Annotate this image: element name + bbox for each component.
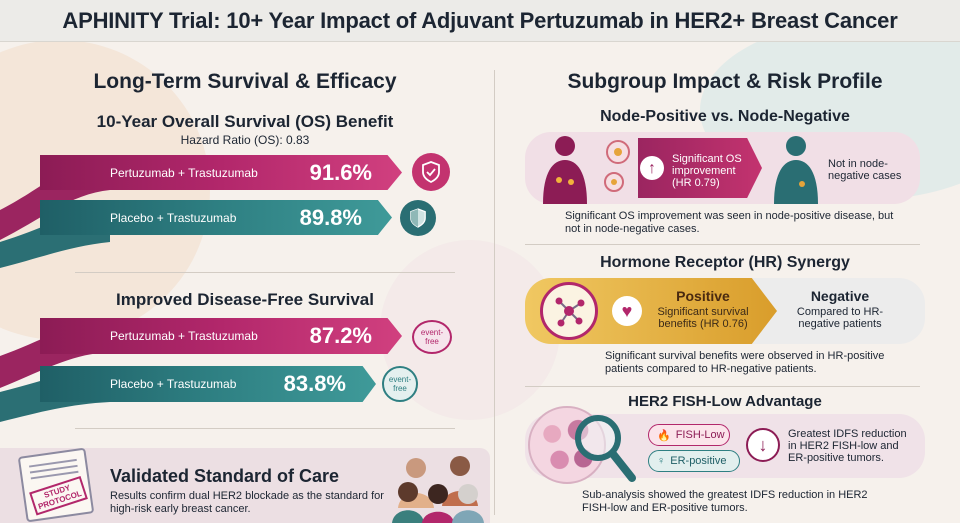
dfs-arm2-label: Placebo + Trastuzumab xyxy=(110,377,237,391)
os-placebo-bar: Placebo + Trastuzumab 89.8% xyxy=(40,200,392,235)
right-divider-2 xyxy=(525,386,920,387)
dfs-heading: Improved Disease-Free Survival xyxy=(116,290,374,309)
hr-positive-title: Positive xyxy=(676,288,730,304)
standard-body: Results confirm dual HER2 blockade as th… xyxy=(110,490,384,515)
os-arm2-value: 89.8% xyxy=(299,204,362,230)
hr-negative-title: Negative xyxy=(810,288,870,304)
fish-caption: Sub-analysis showed the greatest IDFS re… xyxy=(582,489,868,514)
study-protocol-stamp: STUDY PROTOCOL xyxy=(29,475,88,516)
fish-low-chip-label: FISH-Low xyxy=(675,429,725,441)
dfs-arm1-value: 87.2% xyxy=(309,323,372,348)
hr-negative-text: Compared to HR-negative patients xyxy=(796,306,884,330)
female-symbol-icon: ♀ xyxy=(657,455,666,467)
molecule-icon xyxy=(540,282,598,340)
os-arm1-value: 91.6% xyxy=(309,159,372,185)
right-section-title: Subgroup Impact & Risk Profile xyxy=(567,70,883,93)
node-heading: Node-Positive vs. Node-Negative xyxy=(600,108,850,125)
fish-heading: HER2 FISH-Low Advantage xyxy=(628,393,822,410)
os-heading: 10-Year Overall Survival (OS) Benefit xyxy=(96,112,394,131)
arrow-up-icon: ↑ xyxy=(640,156,664,180)
magnifier-icon xyxy=(575,415,636,482)
study-protocol-icon: STUDY PROTOCOL xyxy=(17,447,95,523)
protocol-lines xyxy=(29,458,77,468)
node-negative-silhouette-icon xyxy=(774,136,818,204)
dfs-arm2-value: 83.8% xyxy=(283,371,346,396)
os-arm1-label: Pertuzumab + Trastuzumab xyxy=(110,165,258,180)
standard-heading: Validated Standard of Care xyxy=(110,466,340,486)
event-free-badge-magenta: event-free xyxy=(412,320,452,354)
er-positive-chip-label: ER-positive xyxy=(670,455,727,467)
shield-icon xyxy=(400,200,436,236)
left-section-title: Long-Term Survival & Efficacy xyxy=(93,70,397,93)
title-bar: APHINITY Trial: 10+ Year Impact of Adjuv… xyxy=(0,0,960,42)
column-divider xyxy=(494,70,495,515)
dfs-placebo-bar: Placebo + Trastuzumab 83.8% xyxy=(40,366,376,402)
arrow-down-icon: ↓ xyxy=(746,428,780,462)
event-free-badge-text: event-free xyxy=(420,328,444,346)
er-positive-chip: ♀ ER-positive xyxy=(648,450,740,472)
os-pertuzumab-bar: Pertuzumab + Trastuzumab 91.6% xyxy=(40,155,402,190)
lymph-node-icon xyxy=(604,140,630,192)
event-free-badge-teal: event-free xyxy=(382,366,418,402)
node-negative-text: Not in node-negative cases xyxy=(828,158,902,182)
flame-icon: 🔥 xyxy=(657,429,671,442)
page-title: APHINITY Trial: 10+ Year Impact of Adjuv… xyxy=(62,7,898,33)
shield-check-icon xyxy=(412,153,450,191)
left-divider-2 xyxy=(75,428,455,429)
event-free-badge-text: event-free xyxy=(388,375,412,393)
node-caption: Significant OS improvement was seen in n… xyxy=(565,210,894,235)
right-divider-1 xyxy=(525,244,920,245)
patient-group-icon xyxy=(392,456,484,523)
fish-result-text: Greatest IDFS reduction in HER2 FISH-low… xyxy=(788,428,907,464)
node-positive-text: Significant OS improvement (HR 0.79) xyxy=(672,153,742,189)
os-hazard-ratio: Hazard Ratio (OS): 0.83 xyxy=(180,133,310,147)
hr-caption: Significant survival benefits were obser… xyxy=(605,350,885,375)
hr-heading: Hormone Receptor (HR) Synergy xyxy=(600,254,850,271)
dfs-pertuzumab-bar: Pertuzumab + Trastuzumab 87.2% xyxy=(40,318,402,354)
left-divider-1 xyxy=(75,272,455,273)
dfs-arm1-label: Pertuzumab + Trastuzumab xyxy=(110,329,258,343)
os-arm2-label: Placebo + Trastuzumab xyxy=(110,210,237,225)
node-positive-silhouette-icon xyxy=(543,136,587,204)
hr-positive-text: Significant survival benefits (HR 0.76) xyxy=(657,306,749,330)
heart-icon: ♥ xyxy=(612,296,642,326)
fish-low-chip: 🔥 FISH-Low xyxy=(648,424,730,446)
